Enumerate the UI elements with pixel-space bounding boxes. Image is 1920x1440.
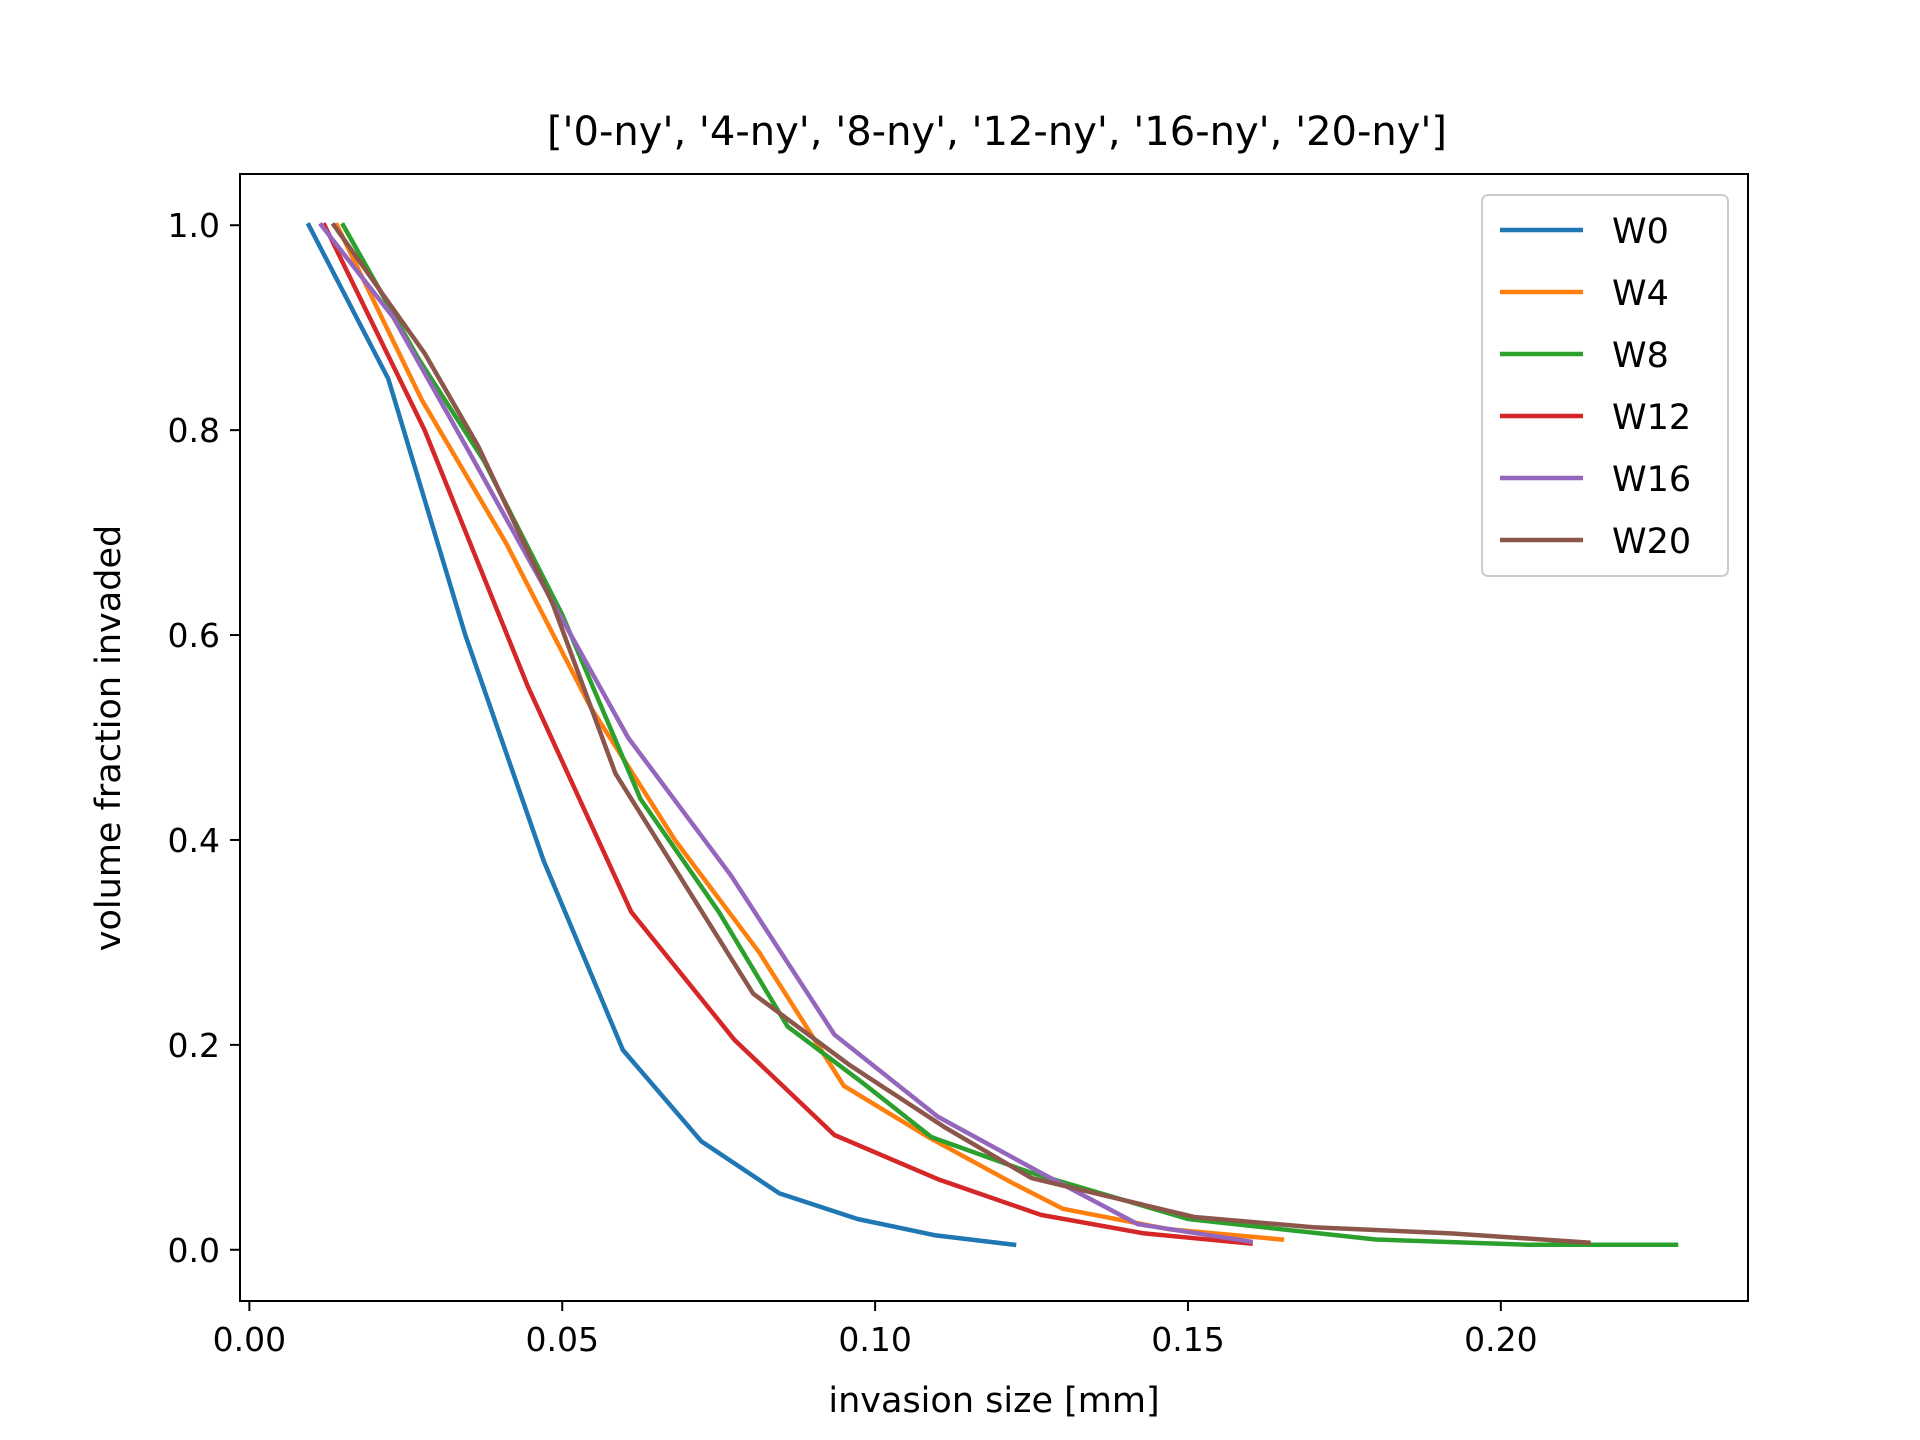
x-tick-label: 0.00 (213, 1320, 286, 1359)
x-axis-label: invasion size [mm] (828, 1381, 1159, 1421)
series-line-w12 (321, 222, 1253, 1247)
series-line-w0 (305, 222, 1017, 1248)
legend-label-w20: W20 (1612, 522, 1691, 562)
legend-label-w0: W0 (1612, 212, 1669, 252)
legend-label-w16: W16 (1612, 460, 1691, 500)
y-axis-label: volume fraction invaded (89, 525, 129, 951)
chart-title: ['0-ny', '4-ny', '8-ny', '12-ny', '16-ny… (547, 109, 1447, 155)
y-tick-label: 0.4 (168, 821, 220, 860)
legend: W0 W4 W8 W12 W16 W20 (1481, 194, 1729, 577)
series-layer (305, 222, 1679, 1248)
legend-label-w12: W12 (1612, 398, 1691, 438)
x-tick-label: 0.20 (1464, 1320, 1537, 1359)
legend-box (1481, 194, 1729, 577)
y-tick-label: 1.0 (168, 206, 220, 245)
legend-label-w8: W8 (1612, 336, 1669, 376)
x-tick-label: 0.10 (838, 1320, 911, 1359)
y-tick-label: 0.8 (168, 411, 220, 450)
x-tick-label: 0.15 (1151, 1320, 1224, 1359)
plot-frame (239, 173, 1749, 1302)
ticks-layer: 0.00 0.05 0.10 0.15 0.20 0.0 0.2 0.4 0.6 0.8 1.0 (168, 206, 1538, 1359)
x-tick-label: 0.05 (526, 1320, 599, 1359)
y-tick-label: 0.6 (168, 616, 220, 655)
y-tick-label: 0.2 (168, 1026, 220, 1065)
y-tick-label: 0.0 (168, 1231, 220, 1270)
series-line-w20 (330, 222, 1591, 1245)
series-line-w4 (333, 222, 1285, 1242)
legend-label-w4: W4 (1612, 274, 1669, 314)
